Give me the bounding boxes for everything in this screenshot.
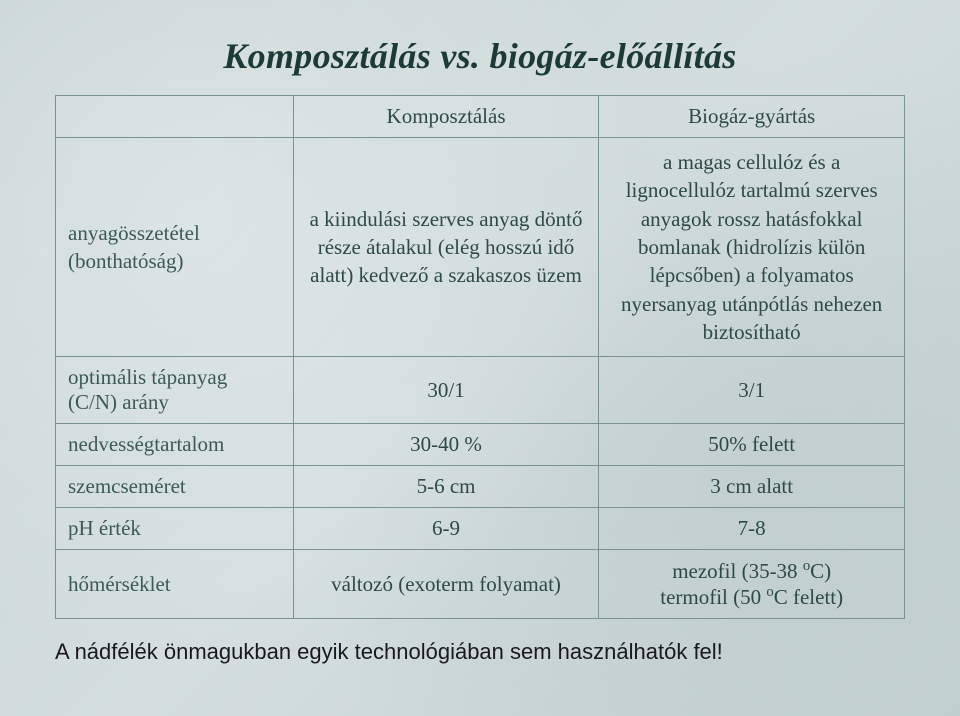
row-label: optimális tápanyag (C/N) arány: [56, 357, 294, 424]
row-cell: 30/1: [293, 357, 599, 424]
header-empty: [56, 96, 294, 138]
table-row: hőmérséklet változó (exoterm folyamat) m…: [56, 550, 905, 619]
table-body: anyagösszetétel (bonthatóság) a kiindulá…: [56, 138, 905, 619]
table-row: szemcseméret 5-6 cm 3 cm alatt: [56, 466, 905, 508]
slide-title: Komposztálás vs. biogáz-előállítás: [55, 35, 905, 77]
row-label: anyagösszetétel (bonthatóság): [56, 138, 294, 357]
row-cell: a magas cellulóz és a lignocellulóz tart…: [599, 138, 905, 357]
row-cell: 50% felett: [599, 424, 905, 466]
footer-note: A nádfélék önmagukban egyik technológiáb…: [55, 639, 905, 665]
table-row: nedvességtartalom 30-40 % 50% felett: [56, 424, 905, 466]
header-biogaz: Biogáz-gyártás: [599, 96, 905, 138]
table-row: pH érték 6-9 7-8: [56, 508, 905, 550]
table-header-row: Komposztálás Biogáz-gyártás: [56, 96, 905, 138]
row-cell: 6-9: [293, 508, 599, 550]
row-cell: 3 cm alatt: [599, 466, 905, 508]
slide-container: Komposztálás vs. biogáz-előállítás Kompo…: [0, 0, 960, 695]
row-label: pH érték: [56, 508, 294, 550]
row-cell: 7-8: [599, 508, 905, 550]
row-cell: 3/1: [599, 357, 905, 424]
row-cell: változó (exoterm folyamat): [293, 550, 599, 619]
row-cell-html: mezofil (35-38 oC)termofil (50 oC felett…: [599, 550, 905, 619]
table-row: optimális tápanyag (C/N) arány 30/1 3/1: [56, 357, 905, 424]
row-label: hőmérséklet: [56, 550, 294, 619]
table-row: anyagösszetétel (bonthatóság) a kiindulá…: [56, 138, 905, 357]
row-label: szemcseméret: [56, 466, 294, 508]
row-cell: a kiindulási szerves anyag döntő része á…: [293, 138, 599, 357]
row-cell: 5-6 cm: [293, 466, 599, 508]
header-komposztalas: Komposztálás: [293, 96, 599, 138]
row-label: nedvességtartalom: [56, 424, 294, 466]
row-cell: 30-40 %: [293, 424, 599, 466]
comparison-table: Komposztálás Biogáz-gyártás anyagösszeté…: [55, 95, 905, 619]
